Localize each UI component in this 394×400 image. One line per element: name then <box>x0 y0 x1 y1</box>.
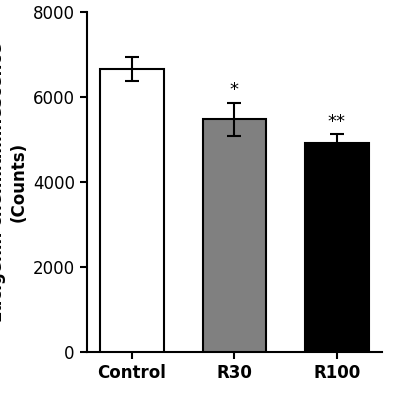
Text: **: ** <box>328 112 346 130</box>
Bar <box>100 69 164 352</box>
Bar <box>305 143 369 352</box>
Y-axis label: Lucigenin chemiluminescence
(Counts): Lucigenin chemiluminescence (Counts) <box>0 42 27 322</box>
Bar <box>203 119 266 352</box>
Text: *: * <box>230 81 239 99</box>
